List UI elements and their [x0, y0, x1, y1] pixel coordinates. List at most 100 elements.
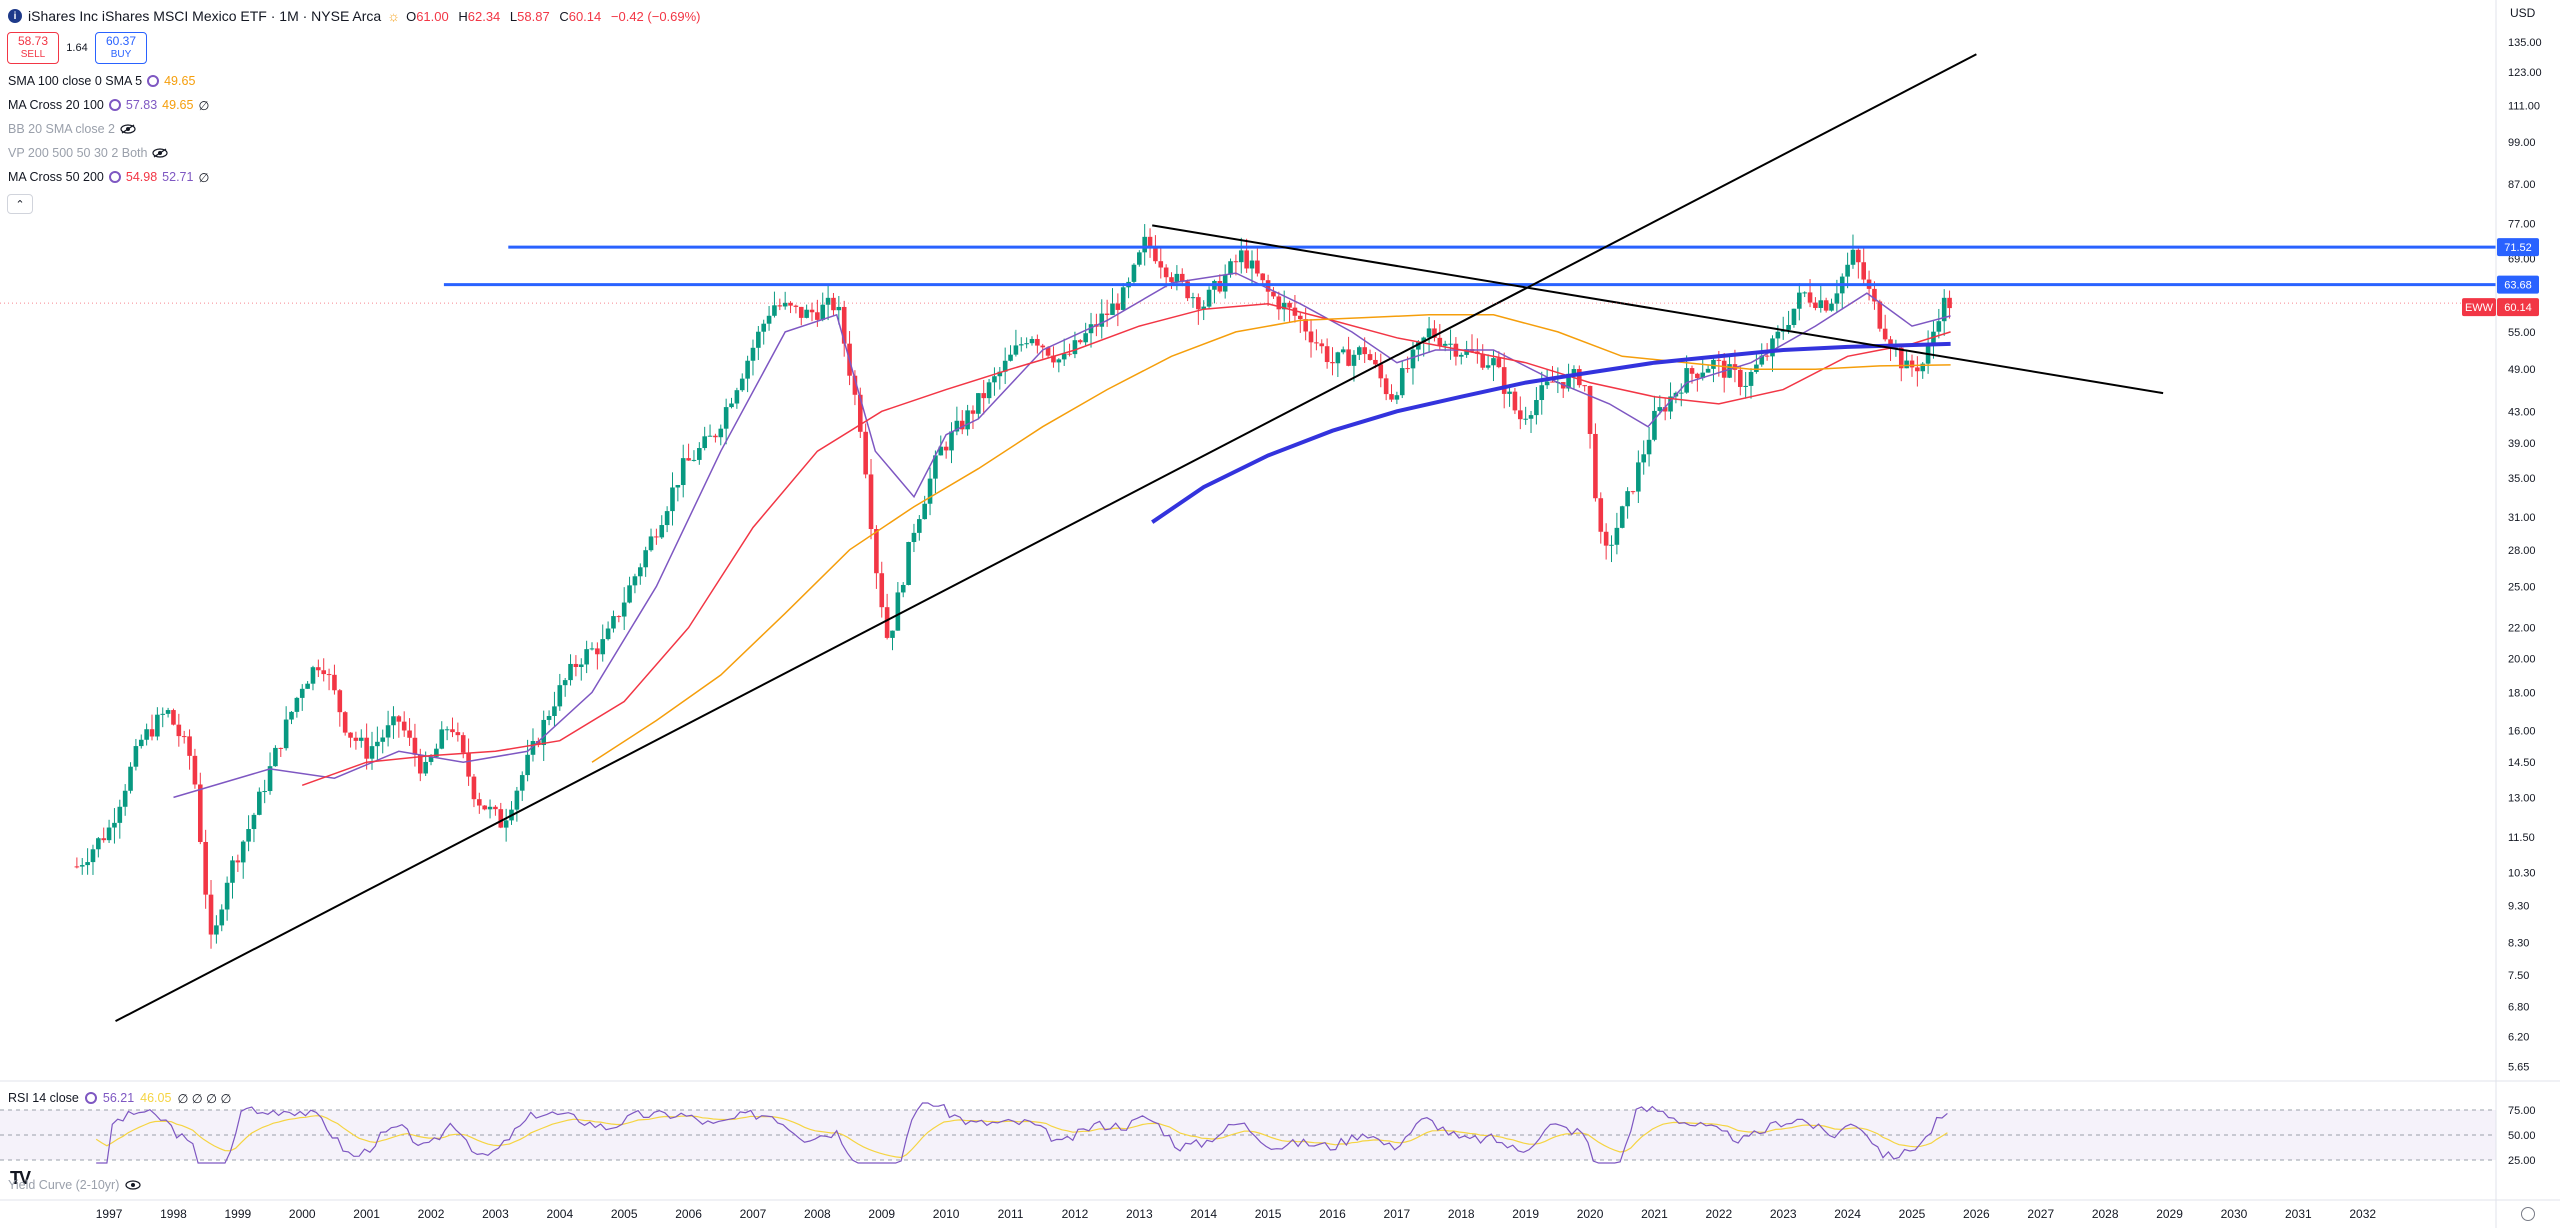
candle-body: [246, 829, 251, 842]
buy-button[interactable]: 60.37 BUY: [95, 32, 147, 64]
candle-body: [809, 309, 815, 313]
candle-body: [364, 737, 369, 759]
indicator-value: 54.98: [125, 170, 158, 184]
indicator-name[interactable]: SMA 100 close 0 SMA 5: [8, 74, 143, 88]
candle-body: [1544, 381, 1550, 386]
collapse-legend-button[interactable]: ⌃: [7, 194, 33, 214]
candle-body: [1856, 249, 1861, 263]
candle-body: [455, 732, 461, 736]
price-tick-label: 16.00: [2508, 725, 2536, 737]
candle-body: [852, 375, 858, 395]
indicator-settings-icon[interactable]: [147, 75, 160, 87]
last-price-label: 60.14: [2504, 302, 2532, 314]
indicator-row[interactable]: VP 200 500 50 30 2 Both: [8, 145, 169, 161]
eye-icon[interactable]: [125, 1180, 141, 1190]
eye-icon[interactable]: [152, 148, 169, 158]
candle-body: [552, 706, 557, 716]
candle-body: [1941, 297, 1947, 322]
sell-button[interactable]: 58.73 SELL: [7, 32, 59, 64]
candle-body: [369, 746, 375, 759]
candle-body: [1485, 365, 1491, 368]
candle-body: [1029, 338, 1035, 344]
indicator-row[interactable]: MA Cross 20 100 57.83 49.65 ∅: [8, 97, 209, 113]
candle-body: [299, 688, 305, 698]
price-tick-label: 22.00: [2508, 623, 2536, 635]
candle-body: [536, 741, 541, 746]
candle-body: [1185, 281, 1190, 299]
candle-body: [820, 304, 826, 320]
yield-curve-name[interactable]: Yield Curve (2-10yr): [8, 1178, 120, 1192]
time-tick-label: 2003: [482, 1207, 509, 1221]
candle-body: [1405, 368, 1410, 370]
indicator-name[interactable]: MA Cross 20 100: [8, 98, 104, 112]
time-tick-label: 2001: [353, 1207, 380, 1221]
indicator-row[interactable]: MA Cross 50 200 54.98 52.71 ∅: [8, 169, 209, 185]
candle-body: [1394, 395, 1400, 400]
candle-body: [482, 805, 487, 810]
candle-body: [1915, 367, 1920, 372]
rsi-name[interactable]: RSI 14 close: [8, 1091, 79, 1105]
candle-body: [423, 761, 428, 774]
candle-body: [219, 909, 225, 926]
candle-body: [434, 748, 439, 757]
candle-body: [1571, 369, 1577, 374]
candle-body: [1920, 363, 1926, 372]
price-tick-label: 6.80: [2508, 1002, 2529, 1014]
candle-body: [1008, 354, 1013, 361]
candle-body: [1378, 364, 1384, 379]
candle-body: [1426, 328, 1432, 338]
candle-body: [1110, 303, 1115, 315]
candle-body: [176, 724, 182, 737]
tradingview-logo: TV: [10, 1168, 31, 1188]
ma-line-ma-20: [173, 272, 1951, 799]
time-tick-label: 2021: [1641, 1207, 1668, 1221]
indicator-name[interactable]: MA Cross 50 200: [8, 170, 104, 184]
indicator-name[interactable]: VP 200 500 50 30 2 Both: [8, 146, 148, 160]
price-tick-label: 25.00: [2508, 581, 2536, 593]
indicator-settings-icon[interactable]: [108, 171, 121, 183]
candle-body: [165, 710, 171, 714]
candle-body: [503, 820, 509, 828]
candle-body: [1410, 349, 1416, 369]
candle-body: [922, 503, 927, 520]
currency-label[interactable]: USD: [2510, 6, 2536, 20]
candle-body: [1625, 491, 1630, 507]
candle-body: [332, 674, 337, 691]
candle-body: [283, 719, 289, 749]
indicator-name[interactable]: BB 20 SMA close 2: [8, 122, 116, 136]
candle-body: [595, 648, 600, 655]
indicator-value: 57.83: [125, 98, 158, 112]
time-tick-label: 2026: [1963, 1207, 1990, 1221]
candle-body: [1695, 373, 1700, 379]
candle-body: [460, 735, 466, 753]
candle-body: [1727, 364, 1732, 378]
price-label-63-bg: [2497, 275, 2539, 294]
symbol-title[interactable]: iShares Inc iShares MSCI Mexico ETF · 1M…: [28, 8, 382, 24]
candle-body: [417, 754, 423, 774]
candle-body: [863, 431, 868, 475]
candle-body: [525, 754, 530, 776]
candle-body: [1523, 418, 1528, 420]
candle-body: [1507, 391, 1512, 394]
rsi-settings-icon[interactable]: [84, 1092, 97, 1104]
eye-icon[interactable]: [120, 124, 136, 134]
candle-body: [138, 739, 144, 747]
indicator-settings-icon[interactable]: [108, 99, 121, 111]
price-tick-label: 20.00: [2508, 653, 2536, 665]
candle-body: [1169, 277, 1174, 282]
candle-body: [1614, 527, 1620, 545]
chart-settings-icon[interactable]: [2521, 1207, 2535, 1221]
candle-body: [1882, 328, 1888, 340]
candle-body: [337, 690, 343, 713]
candle-body: [868, 474, 874, 530]
candle-body: [729, 403, 734, 408]
indicator-row[interactable]: SMA 100 close 0 SMA 5 49.65: [8, 73, 195, 89]
indicator-row[interactable]: BB 20 SMA close 2: [8, 121, 136, 137]
candle-body: [589, 648, 595, 650]
candle-body: [1797, 292, 1802, 309]
candle-body: [605, 628, 611, 640]
candle-body: [1389, 394, 1394, 400]
candle-body: [1083, 333, 1088, 343]
